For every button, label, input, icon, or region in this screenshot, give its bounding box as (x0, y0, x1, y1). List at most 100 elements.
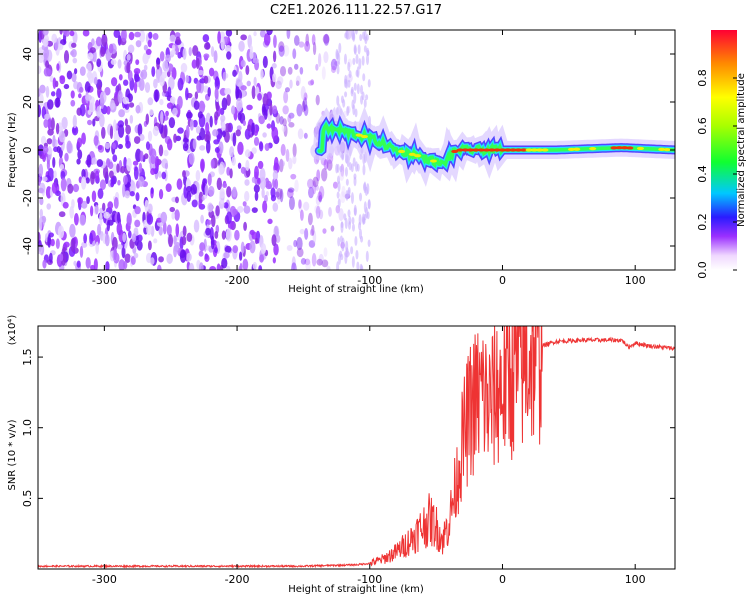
noise-blob (221, 97, 228, 111)
noise-blob (323, 33, 330, 46)
noise-blob (86, 71, 93, 79)
noise-blob (50, 238, 55, 247)
noise-blob (81, 132, 86, 145)
noise-blob (344, 32, 348, 39)
noise-blob (110, 181, 115, 188)
ridge-hotspot (621, 146, 629, 150)
noise-blob (85, 177, 90, 184)
snr-background (38, 326, 675, 569)
spectrogram-ridge (310, 102, 675, 187)
noise-blob (353, 82, 357, 91)
noise-blob (51, 33, 58, 44)
noise-blob (116, 163, 120, 174)
noise-blob (177, 95, 183, 109)
noise-blob (254, 237, 259, 245)
noise-blob (79, 103, 86, 117)
noise-blob (265, 191, 270, 197)
noise-blob (200, 214, 204, 224)
noise-blob (307, 212, 313, 226)
noise-blob (147, 240, 152, 251)
noise-blob (147, 39, 152, 48)
noise-blob (297, 128, 304, 140)
noise-blob (237, 112, 242, 121)
noise-blob (60, 38, 67, 46)
noise-blob (232, 69, 237, 77)
figure-title: C2E1.2026.111.22.57.G17 (270, 3, 442, 18)
noise-blob (290, 173, 297, 180)
noise-blob (149, 108, 154, 116)
noise-blob (356, 261, 360, 270)
noise-blob (185, 186, 193, 192)
noise-blob (171, 67, 177, 80)
noise-blob (191, 59, 197, 69)
noise-blob (54, 97, 61, 108)
noise-blob (293, 63, 299, 70)
noise-blob (162, 221, 167, 235)
noise-blob (203, 42, 211, 50)
noise-blob (260, 68, 264, 80)
noise-blob (358, 57, 362, 70)
noise-blob (80, 176, 87, 190)
noise-blob (240, 241, 245, 254)
noise-blob (266, 91, 272, 100)
noise-blob (176, 178, 183, 190)
noise-blob (276, 187, 283, 200)
noise-blob (177, 51, 182, 59)
noise-blob (85, 62, 92, 70)
spectrogram-noise (38, 30, 372, 270)
noise-blob (129, 180, 136, 195)
noise-blob (104, 234, 110, 247)
ridge-hotspot (615, 146, 623, 150)
noise-blob (292, 155, 297, 165)
noise-blob (108, 161, 114, 170)
noise-blob (362, 164, 366, 176)
noise-blob (235, 129, 242, 137)
y-tick-label: 0.5 (21, 490, 34, 508)
noise-blob (365, 94, 369, 101)
noise-blob (235, 77, 242, 87)
noise-blob (205, 227, 211, 236)
noise-blob (232, 186, 237, 198)
noise-blob (90, 205, 94, 217)
ridge-hotspot (589, 147, 597, 151)
noise-blob (42, 176, 48, 182)
noise-blob (97, 145, 103, 151)
ridge-hotspot (360, 134, 368, 139)
noise-blob (238, 251, 243, 261)
noise-blob (57, 225, 65, 239)
ridge-hotspot (483, 148, 491, 152)
noise-blob (192, 138, 197, 150)
noise-blob (198, 100, 206, 114)
noise-blob (205, 139, 211, 154)
noise-blob (220, 107, 225, 116)
noise-blob (269, 102, 273, 116)
noise-blob (234, 229, 240, 241)
ridge-hotspot (414, 154, 422, 158)
noise-blob (272, 169, 279, 181)
noise-blob (40, 135, 47, 145)
noise-blob (173, 235, 177, 246)
x-tick-label: -200 (225, 573, 250, 586)
noise-blob (351, 30, 355, 41)
noise-blob (150, 168, 156, 176)
noise-blob (218, 141, 224, 155)
noise-blob (147, 130, 153, 142)
noise-blob (47, 234, 52, 248)
ridge-hotspot (451, 149, 459, 154)
noise-blob (47, 116, 52, 130)
noise-blob (316, 258, 323, 266)
noise-blob (161, 171, 167, 180)
noise-blob (289, 79, 293, 89)
noise-blob (109, 125, 114, 139)
noise-blob (38, 245, 43, 255)
noise-blob (307, 80, 314, 86)
noise-blob (163, 149, 169, 157)
noise-blob (135, 104, 141, 114)
noise-blob (112, 154, 118, 162)
noise-blob (314, 204, 321, 214)
noise-blob (52, 134, 56, 148)
noise-blob (199, 158, 205, 172)
noise-blob (249, 49, 254, 60)
noise-blob (264, 143, 270, 152)
noise-blob (145, 48, 152, 56)
